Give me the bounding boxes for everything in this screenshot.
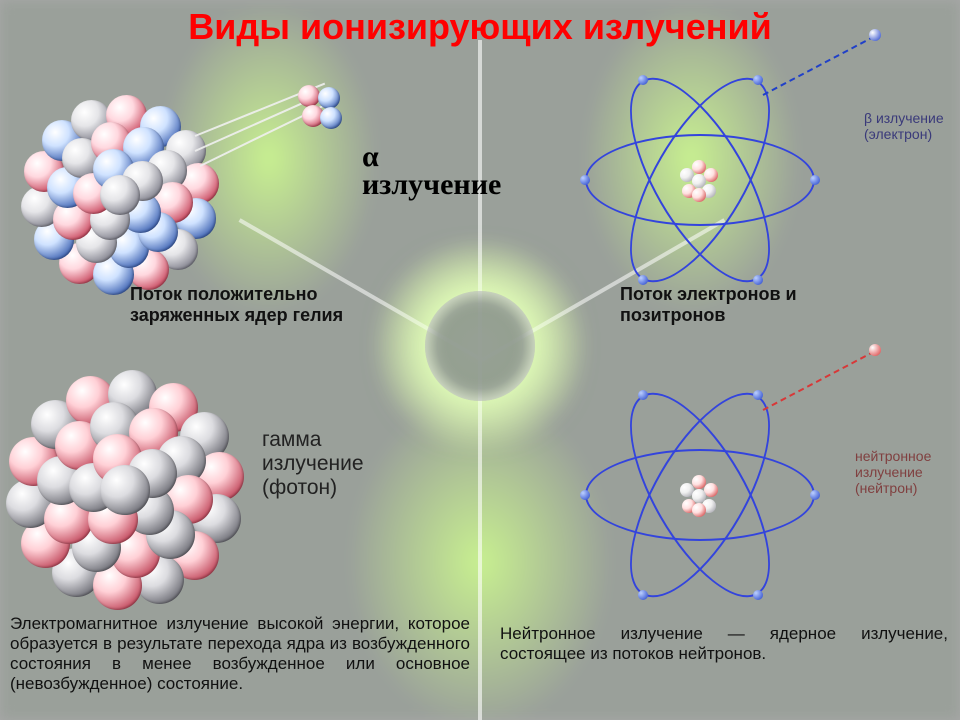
gamma-nucleus [7,372,243,608]
center-hub [425,291,535,401]
alpha-heading: излучение [362,168,501,202]
beta-label: Поток электронов и позитронов [620,284,880,326]
gamma-description: Электромагнитное излучение высокой энерг… [10,614,470,694]
alpha-emitted-particle [298,85,348,135]
neutron-side-label: нейтронное излучение (нейтрон) [855,448,955,496]
beta-atom [575,55,825,305]
page-title: Виды ионизирующих излучений [0,6,960,48]
beta-side-label: β излучение (электрон) [864,110,954,142]
neutron-atom [575,370,825,620]
alpha-nucleus [22,97,218,293]
gamma-heading: гамма излучение (фотон) [262,428,402,500]
alpha-label: Поток положительно заряженных ядер гелия [130,284,430,326]
neutron-description: Нейтронное излучение — ядерное излучение… [500,624,948,664]
